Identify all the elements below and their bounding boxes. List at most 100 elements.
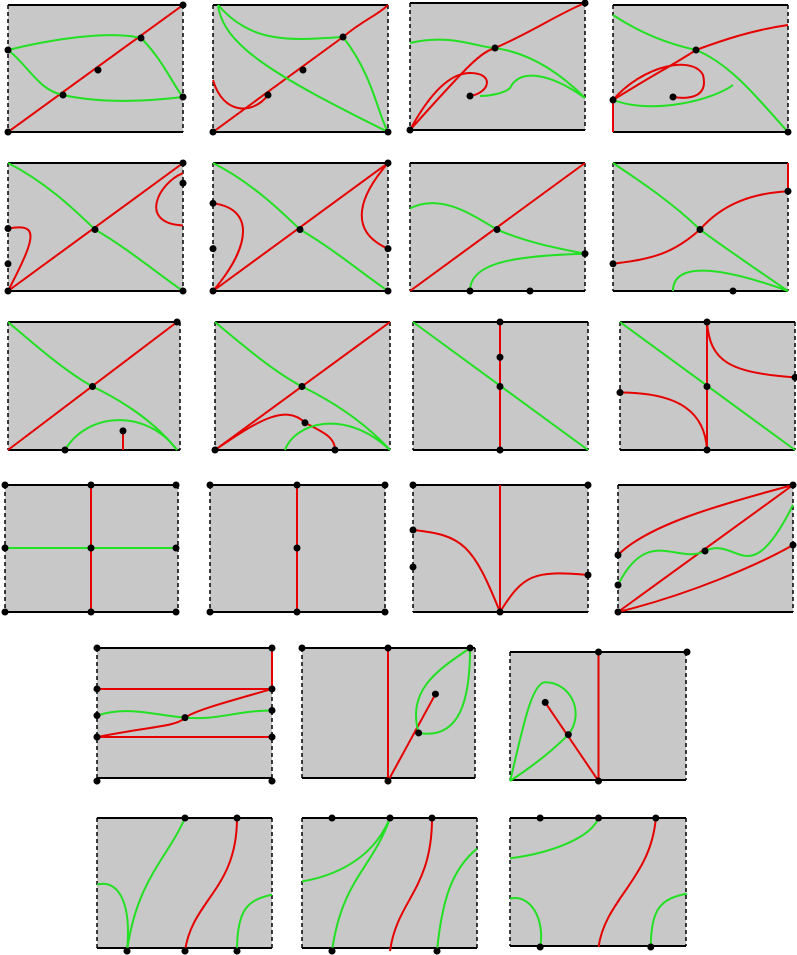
trajectory [480,76,585,98]
phase-portrait-panel [206,481,389,616]
separatrix [213,203,243,291]
equilibrium-point [91,226,99,234]
equilibrium-point [466,92,474,100]
equilibrium-point [431,690,439,698]
separatrix [362,163,388,249]
equilibrium-point [541,698,549,706]
equilibrium-point [4,287,12,295]
trajectory [613,85,733,106]
equilibrium-point [301,419,309,427]
equilibrium-point [647,943,655,951]
trajectory-group [213,5,388,132]
trajectory [95,230,183,291]
equilibrium-point [172,544,180,552]
equilibrium-point [729,287,737,295]
equilibrium-point [181,714,189,722]
trajectory-group [302,818,477,951]
equilibrium-point [386,814,394,822]
phase-portrait-panel [1,481,180,616]
phase-portrait-panel [96,814,273,955]
trajectory-group [215,322,390,450]
equilibrium-point [268,706,276,714]
equilibrium-point [211,446,219,454]
trajectory [651,894,687,947]
equilibrium-point [584,481,592,489]
equilibrium-point [652,814,660,822]
separatrix [545,702,598,781]
equilibrium-point [233,814,241,822]
trajectory-group [8,5,183,132]
phase-portrait-panel [409,481,592,616]
equilibrium-point [581,0,589,7]
equilibrium-point [59,91,67,99]
equilibrium-point [703,446,711,454]
equilibrium-point [293,481,301,489]
equilibrium-point [4,128,12,136]
trajectory [8,35,141,50]
trajectory [97,884,128,951]
separatrix [613,65,704,100]
separatrix [618,545,793,612]
equilibrium-point [384,644,392,652]
equilibrium-point [784,128,792,136]
equilibrium-point [268,685,276,693]
equilibrium-point [1,481,9,489]
equilibrium-point [179,179,187,187]
phase-portrait-panel [7,318,181,454]
trajectory [696,50,788,132]
equilibrium-point [406,126,414,134]
equilibrium-point [206,608,214,616]
phase-portrait-panel [609,162,792,295]
equilibrium-point [595,814,603,822]
equilibrium-point [493,226,501,234]
equilibrium-point [789,541,797,549]
separatrix [388,694,435,781]
equilibrium-point [384,159,392,167]
equilibrium-point [384,128,392,136]
equilibrium-point [409,526,417,534]
equilibrium-point [93,685,101,693]
separatrix [215,415,335,450]
equilibrium-point [384,287,392,295]
trajectory [410,203,497,230]
separatrix [707,322,795,377]
equilibrium-point [703,383,711,391]
trajectory [673,271,788,291]
trajectory [613,15,696,50]
equilibrium-point [339,33,347,41]
phase-portrait-panel [4,1,187,136]
equilibrium-point [93,733,101,741]
equilibrium-point [614,608,622,616]
separatrix [8,227,31,291]
trajectory [618,551,705,585]
trajectory [185,710,272,718]
equilibrium-point [173,318,181,326]
trajectory [218,5,343,39]
phase-portrait-panel [509,814,687,951]
equilibrium-point [581,250,589,258]
phase-portrait-panel [301,814,478,955]
separatrix [185,818,237,951]
equilibrium-point [4,260,12,268]
trajectory-group [97,818,272,951]
equilibrium-point [415,729,423,737]
equilibrium-point [93,644,101,652]
equilibrium-point [264,91,272,99]
trajectory [8,322,93,387]
equilibrium-point [526,287,534,295]
equilibrium-point [669,93,677,101]
phase-portrait-panel [616,318,797,454]
equilibrium-point [496,383,504,391]
equilibrium-point [609,260,617,268]
equilibrium-point [433,947,441,955]
separatrix [213,80,268,109]
trajectory [332,818,390,951]
trajectory [510,682,576,781]
equilibrium-point [384,777,392,785]
equilibrium-point [94,66,102,74]
phase-portrait-panel [4,159,187,295]
trajectory [300,230,388,291]
trajectory [495,48,585,98]
equilibrium-point [496,446,504,454]
